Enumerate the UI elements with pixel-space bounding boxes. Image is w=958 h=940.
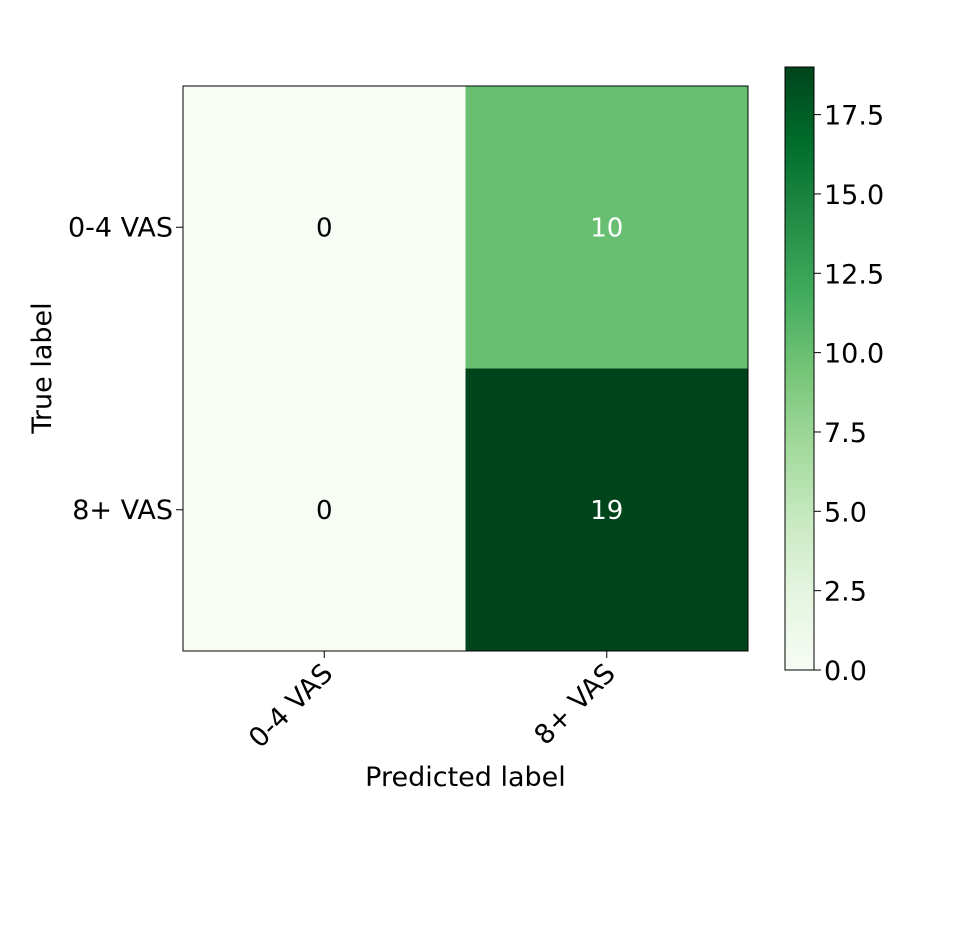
colorbar-tick-label: 7.5	[824, 418, 867, 449]
plot-frame	[182, 85, 749, 652]
colorbar-ticks: 0.0 2.5 5.0 7.5 10.0 12.5 15.0 17.5	[814, 101, 884, 687]
cell-value-label: 10	[590, 213, 623, 243]
x-axis-title: Predicted label	[365, 762, 566, 793]
x-tick-label: 8+ VAS	[529, 658, 622, 751]
colorbar-tick-label: 0.0	[824, 656, 867, 687]
heatmap-cell	[183, 368, 466, 651]
colorbar-tick-label: 5.0	[824, 497, 867, 528]
colorbar-tick-label: 12.5	[824, 259, 884, 290]
heatmap-cell	[465, 86, 748, 369]
colorbar-gradient	[784, 66, 815, 671]
cell-value-label: 0	[316, 213, 333, 243]
y-tick-label: 0-4 VAS	[68, 212, 173, 243]
colorbar-tick-label: 2.5	[824, 577, 867, 608]
cell-value-label: 19	[590, 496, 623, 526]
y-axis-title: True label	[27, 302, 58, 434]
colorbar: 0.0 2.5 5.0 7.5 10.0 12.5 15.0 17.5	[784, 66, 884, 687]
colorbar-tick-label: 17.5	[824, 101, 884, 132]
cell-value-label: 0	[316, 496, 333, 526]
colorbar-tick-label: 10.0	[824, 339, 884, 370]
x-tick-label: 0-4 VAS	[243, 658, 339, 754]
cell-values: 0 10 0 19	[316, 213, 623, 526]
y-axis: 0-4 VAS 8+ VAS	[68, 212, 183, 526]
heatmap-cell	[465, 368, 748, 651]
heatmap-cell	[183, 86, 466, 369]
colorbar-tick-label: 15.0	[824, 180, 884, 211]
heatmap-cells	[183, 86, 748, 651]
x-axis: 0-4 VAS 8+ VAS	[243, 651, 622, 754]
y-tick-label: 8+ VAS	[72, 495, 173, 526]
